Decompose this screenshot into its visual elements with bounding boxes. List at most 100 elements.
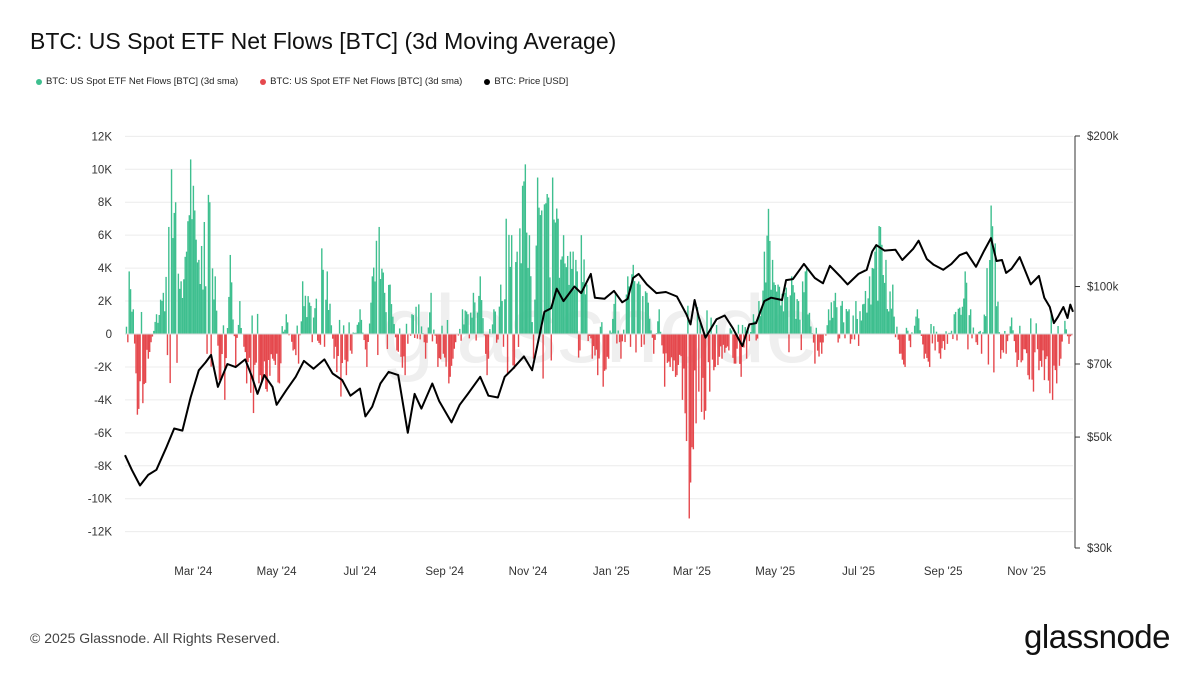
outflow-bar (413, 334, 416, 338)
outflow-bar (143, 334, 145, 385)
legend-item-outflows[interactable]: BTC: US Spot ETF Net Flows [BTC] (3d sma… (260, 76, 462, 87)
inflow-bar (306, 317, 308, 334)
outflow-bar (337, 334, 339, 357)
inflow-bar (639, 284, 641, 334)
outflow-bar (700, 334, 703, 412)
inflow-bar (638, 281, 640, 334)
inflow-bar (207, 194, 210, 334)
outflow-bar (426, 334, 428, 343)
inflow-bar (998, 332, 1001, 334)
outflow-bar (236, 334, 238, 338)
inflow-bar (803, 292, 805, 334)
outflow-bar (483, 334, 486, 336)
outflow-bar (297, 334, 300, 364)
outflow-bar (1053, 334, 1055, 366)
inflow-bar (199, 284, 201, 334)
inflow-bar (338, 319, 341, 334)
inflow-bar (200, 245, 203, 334)
outflow-bar (598, 334, 600, 359)
outflow-bar (468, 334, 471, 339)
inflow-bar (994, 243, 996, 334)
inflow-bar (1057, 326, 1059, 334)
inflow-bar (521, 185, 524, 334)
inflow-bar (433, 329, 435, 334)
y-left-tick-label: -2K (94, 362, 112, 374)
outflow-bar (707, 334, 710, 363)
outflow-bar (332, 334, 334, 339)
outflow-bar (1040, 334, 1043, 367)
inflow-bar (204, 286, 207, 334)
outflow-bar (1047, 334, 1050, 381)
inflow-bar (1004, 330, 1006, 334)
inflow-bar (464, 310, 466, 334)
outflow-bar (218, 334, 221, 381)
outflow-bar (590, 334, 592, 339)
outflow-bar (323, 334, 326, 347)
inflow-bar (969, 309, 972, 334)
outflow-bar (233, 334, 236, 337)
y-right-tick-label: $50k (1087, 432, 1112, 444)
inflow-bar (696, 307, 699, 334)
outflow-bar (853, 334, 856, 340)
inflow-bar (613, 303, 615, 334)
outflow-bar (317, 334, 319, 341)
inflow-bar (418, 304, 420, 334)
inflow-bar (744, 327, 746, 334)
outflow-bar (607, 334, 610, 359)
outflow-bar (704, 334, 707, 411)
outflow-bar (577, 334, 580, 358)
outflow-bar (838, 334, 841, 339)
inflow-bar (870, 304, 872, 334)
inflow-bar (286, 322, 289, 334)
outflow-bar (629, 334, 632, 347)
outflow-bar (299, 334, 301, 336)
legend-item-inflows[interactable]: BTC: US Spot ETF Net Flows [BTC] (3d sma… (36, 76, 238, 87)
legend-item-price[interactable]: BTC: Price [USD] (484, 76, 568, 87)
outflow-bar (439, 334, 442, 360)
outflow-bar (270, 334, 272, 355)
inflow-bar (222, 325, 225, 334)
inflow-bar (232, 319, 234, 334)
outflow-bar (1046, 334, 1048, 357)
inflow-bar (303, 306, 305, 334)
outflow-bar (311, 334, 313, 343)
outflow-bar (676, 334, 678, 376)
outflow-bar (684, 334, 686, 414)
outflow-bar (351, 334, 353, 354)
inflow-bar (933, 326, 935, 334)
outflow-bar (442, 334, 445, 354)
inflow-bar (948, 332, 950, 334)
outflow-bar (822, 334, 824, 343)
outflow-bar (724, 334, 726, 353)
inflow-bar (1019, 325, 1021, 334)
inflow-bar (184, 256, 186, 334)
outflow-bar (366, 334, 368, 367)
inflow-bar (785, 287, 787, 334)
outflow-bar (344, 334, 346, 360)
outflow-bar (502, 334, 505, 347)
inflow-bar (389, 284, 391, 334)
inflow-bar (185, 251, 188, 334)
inflow-bar (905, 327, 908, 334)
x-tick-label: Mar '24 (174, 566, 213, 578)
outflow-bar (293, 334, 296, 350)
outflow-bar (1015, 334, 1017, 353)
inflow-bar (427, 327, 430, 334)
outflow-bar (1002, 334, 1005, 353)
inflow-bar (990, 205, 992, 334)
outflow-bar (616, 334, 618, 344)
inflow-bar (215, 310, 218, 334)
inflow-bar (815, 327, 817, 334)
outflow-bar (1068, 334, 1070, 344)
x-tick-label: Nov '25 (1007, 566, 1046, 578)
glassnode-logo: glassnode (1024, 618, 1170, 655)
inflow-bar (885, 259, 887, 334)
outflow-bar (278, 334, 281, 384)
inflow-bar (845, 308, 848, 334)
outflow-bar (606, 334, 608, 357)
outflow-bar (273, 334, 275, 361)
inflow-bar (882, 275, 884, 334)
outflow-bar (662, 334, 665, 354)
outflow-bar (1066, 334, 1069, 337)
inflow-bar (997, 301, 999, 334)
